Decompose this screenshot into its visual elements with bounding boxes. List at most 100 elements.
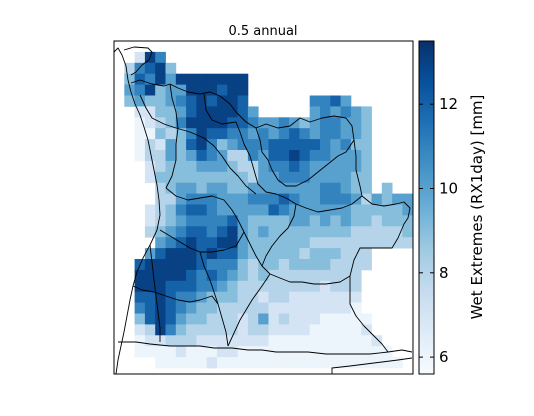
- heatmap-cell: [330, 313, 341, 325]
- province-line-7: [261, 203, 297, 267]
- colorbar-tick-label: 10: [439, 180, 458, 198]
- heatmap-cell: [186, 357, 197, 369]
- heatmap-cell: [320, 357, 331, 369]
- heatmap-cell: [155, 117, 166, 129]
- heatmap-cell: [186, 117, 197, 129]
- heatmap-cell: [175, 73, 187, 85]
- heatmap-cell: [206, 302, 218, 314]
- heatmap-cell: [165, 302, 177, 314]
- heatmap-cell: [371, 204, 383, 216]
- heatmap-cell: [309, 171, 321, 184]
- heatmap-cell: [289, 226, 300, 238]
- heatmap-cell: [299, 237, 311, 249]
- heatmap-cell: [237, 248, 249, 260]
- heatmap-cell: [299, 269, 311, 282]
- heatmap-cell: [309, 291, 321, 303]
- heatmap-cell: [247, 117, 259, 129]
- heatmap-cell: [350, 269, 362, 282]
- province-line-12: [227, 273, 271, 347]
- heatmap-cell: [175, 324, 187, 336]
- heatmap-cell: [155, 248, 166, 260]
- heatmap-cell: [309, 95, 321, 107]
- heatmap-cell: [299, 226, 311, 238]
- heatmap-cell: [320, 346, 331, 358]
- heatmap-cell: [237, 182, 249, 194]
- heatmap-cell: [309, 324, 321, 336]
- heatmap-cell: [320, 117, 331, 129]
- heatmap-cell: [361, 324, 372, 336]
- heatmap-cell: [155, 291, 166, 303]
- heatmap-cell: [175, 160, 187, 173]
- heatmap-cell: [196, 84, 208, 96]
- heatmap-cell: [371, 193, 383, 205]
- heatmap-cell: [144, 171, 156, 184]
- heatmap-cell: [247, 139, 259, 151]
- heatmap-cell: [268, 259, 280, 271]
- heatmap-cell: [309, 313, 321, 325]
- heatmap-cell: [165, 248, 177, 260]
- heatmap-cell: [340, 171, 352, 184]
- heatmap-cell: [340, 139, 352, 151]
- heatmap-cell: [196, 237, 208, 249]
- heatmap-cell: [227, 106, 238, 118]
- heatmap-cell: [227, 357, 238, 369]
- heatmap-cell: [392, 237, 403, 249]
- heatmap-cell: [330, 117, 341, 129]
- heatmap-cell: [309, 335, 321, 347]
- heatmap-cell: [258, 357, 269, 369]
- heatmap-cell: [134, 324, 146, 336]
- heatmap-cell: [381, 237, 393, 249]
- heatmap-cell: [186, 215, 197, 227]
- heatmap-cell: [289, 237, 300, 249]
- heatmap-cell: [206, 335, 218, 347]
- heatmap-cell: [309, 128, 321, 140]
- heatmap-cell: [320, 248, 331, 260]
- heatmap-cell: [350, 226, 362, 238]
- heatmap-cell: [217, 128, 228, 140]
- heatmap-cell: [381, 204, 393, 216]
- heatmap-cell: [268, 150, 280, 162]
- heatmap-cell: [247, 335, 259, 347]
- heatmap-cell: [289, 324, 300, 336]
- heatmap-cell: [155, 204, 166, 216]
- heatmap-cell: [309, 139, 321, 151]
- heatmap-cell: [309, 160, 321, 173]
- heatmap-cell: [155, 335, 166, 347]
- heatmap-cell: [196, 128, 208, 140]
- heatmap-cell: [247, 237, 259, 249]
- heatmap-cell: [155, 324, 166, 336]
- heatmap-cell: [289, 248, 300, 260]
- heatmap-cell: [165, 95, 177, 107]
- heatmap-cell: [155, 139, 166, 151]
- heatmap-cell: [155, 280, 166, 293]
- heatmap-cell: [268, 291, 280, 303]
- heatmap-cell: [227, 335, 238, 347]
- heatmap-cell: [175, 269, 187, 282]
- heatmap-cell: [237, 237, 249, 249]
- province-line-5: [295, 195, 363, 213]
- colorbar-tick-label: 6: [439, 348, 449, 366]
- heatmap-cell: [299, 193, 311, 205]
- heatmap-cell: [196, 346, 208, 358]
- heatmap-cell: [196, 248, 208, 260]
- heatmap-cell: [134, 84, 146, 96]
- heatmap-cell: [165, 357, 177, 369]
- heatmap-cell: [175, 106, 187, 118]
- heatmap-cell: [237, 226, 249, 238]
- heatmap-cell: [340, 160, 352, 173]
- heatmap-cell: [340, 269, 352, 282]
- heatmap-cell: [175, 346, 187, 358]
- heatmap-cell: [381, 226, 393, 238]
- heatmap-cell: [217, 106, 228, 118]
- colorbar-tick-label: 8: [439, 264, 449, 282]
- heatmap-cell: [227, 95, 238, 107]
- heatmap-cell: [381, 182, 393, 194]
- heatmap-cell: [155, 302, 166, 314]
- heatmap-cell: [217, 171, 228, 184]
- heatmap-cell: [278, 324, 290, 336]
- heatmap-cell: [258, 193, 269, 205]
- heatmap-cell: [217, 226, 228, 238]
- heatmap-cell: [350, 335, 362, 347]
- heatmap-cell: [155, 193, 166, 205]
- heatmap-cell: [227, 215, 238, 227]
